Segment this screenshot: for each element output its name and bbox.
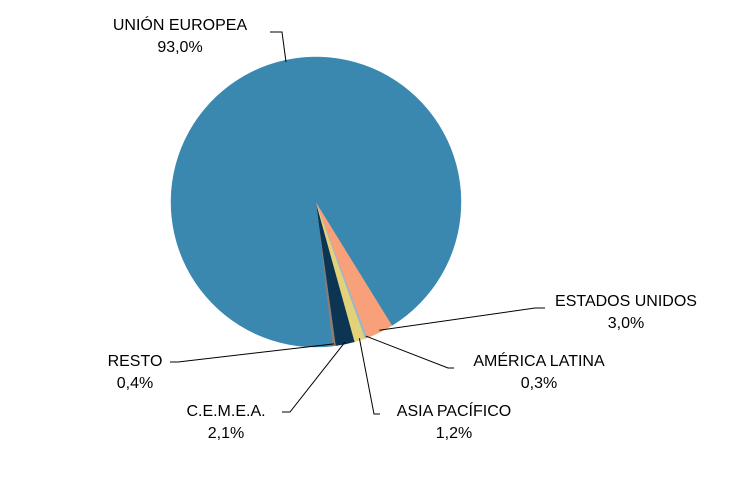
leader-line <box>170 343 335 363</box>
leader-line <box>365 335 454 369</box>
slice-value-label: 0,4% <box>117 375 153 392</box>
leader-line <box>282 341 346 413</box>
leader-line <box>379 307 545 331</box>
slice-label: UNIÓN EUROPEA <box>113 15 248 34</box>
slice-value-label: 93,0% <box>157 39 202 56</box>
slice-label: RESTO <box>108 353 163 370</box>
slice-value-label: 3,0% <box>608 315 644 332</box>
slice-label: AMÉRICA LATINA <box>473 351 605 370</box>
slice-label: ASIA PACÍFICO <box>397 401 511 420</box>
leader-line <box>358 338 380 415</box>
slice-label: C.E.M.E.A. <box>186 403 265 420</box>
pie-slice-unión-europea <box>170 56 462 348</box>
slice-value-label: 2,1% <box>208 425 244 442</box>
slice-label: ESTADOS UNIDOS <box>555 293 697 310</box>
leader-line <box>270 31 287 63</box>
slice-value-label: 1,2% <box>436 425 472 442</box>
slice-value-label: 0,3% <box>521 375 557 392</box>
